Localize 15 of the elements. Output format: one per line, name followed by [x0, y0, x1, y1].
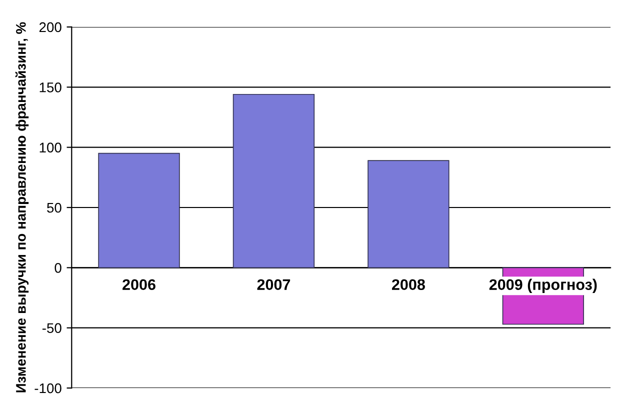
y-tick-label: -100 [34, 383, 62, 394]
x-tick-label: 2007 [257, 279, 290, 290]
x-tick-label: 2009 (прогноз) [489, 278, 597, 294]
y-tick-label: 200 [39, 22, 62, 32]
y-tick-label: 150 [40, 82, 62, 92]
y-tick-label: 50 [47, 202, 62, 213]
bar [232, 94, 315, 268]
y-tick-label: -50 [42, 323, 62, 334]
y-tick-label: 100 [40, 142, 62, 152]
y-axis-title: Изменение выручки по направлению франчайзинг, % [15, 22, 29, 392]
y-tick-label: 0 [54, 263, 62, 273]
bar [98, 152, 180, 268]
x-tick-label: 2006 [122, 279, 156, 290]
x-tick-label: 2008 [392, 279, 425, 290]
bar [368, 160, 450, 268]
